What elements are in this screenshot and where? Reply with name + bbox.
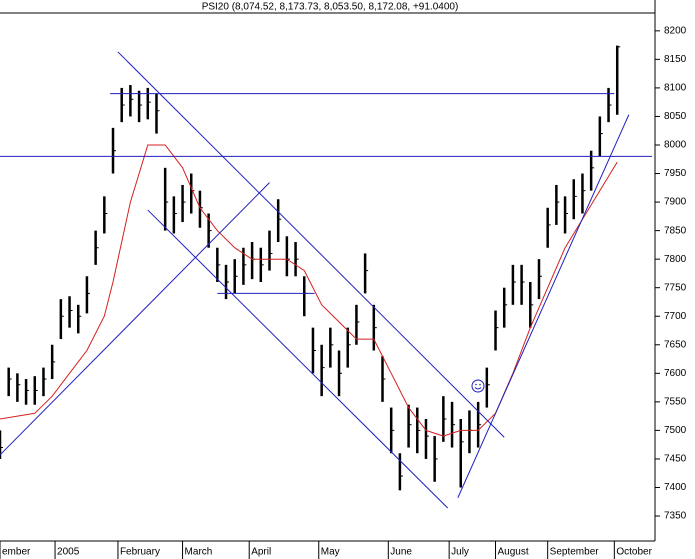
y-tick-label: 7400: [664, 482, 687, 493]
x-tick-label: May: [321, 547, 340, 558]
y-tick-label: 7750: [664, 282, 687, 293]
y-tick-label: 7550: [664, 397, 687, 408]
y-tick-label: 7650: [664, 339, 687, 350]
trend-line: [117, 51, 505, 438]
x-tick-label: March: [185, 547, 213, 558]
y-tick-label: 8000: [664, 140, 687, 151]
x-tick-label: 2005: [57, 547, 80, 558]
x-tick-label: ember: [2, 547, 31, 558]
x-tick-label: July: [451, 547, 469, 558]
y-tick-label: 8050: [664, 111, 687, 122]
y-tick-label: 7700: [664, 311, 687, 322]
y-tick-label: 8200: [664, 25, 687, 36]
x-tick-label: October: [616, 547, 652, 558]
smiley-icon: [471, 379, 485, 393]
trend-line: [0, 182, 270, 456]
y-tick-label: 7500: [664, 425, 687, 436]
y-tick-label: 7450: [664, 454, 687, 465]
x-tick-label: June: [390, 547, 412, 558]
y-tick-label: 7850: [664, 225, 687, 236]
x-tick-label: February: [120, 547, 160, 558]
y-tick-label: 8150: [664, 54, 687, 65]
y-tick-label: 7800: [664, 254, 687, 265]
y-tick-label: 8100: [664, 83, 687, 94]
y-tick-label: 7600: [664, 368, 687, 379]
x-tick-label: April: [251, 547, 271, 558]
x-tick-label: September: [550, 547, 600, 558]
y-tick-label: 7950: [664, 168, 687, 179]
y-tick-label: 7350: [664, 511, 687, 522]
chart-title: PSI20 (8,074.52, 8,173.73, 8,053.50, 8,1…: [202, 2, 459, 13]
x-tick-label: August: [498, 547, 529, 558]
y-tick-label: 7900: [664, 197, 687, 208]
trend-line: [147, 209, 449, 509]
trend-line: [457, 114, 630, 498]
